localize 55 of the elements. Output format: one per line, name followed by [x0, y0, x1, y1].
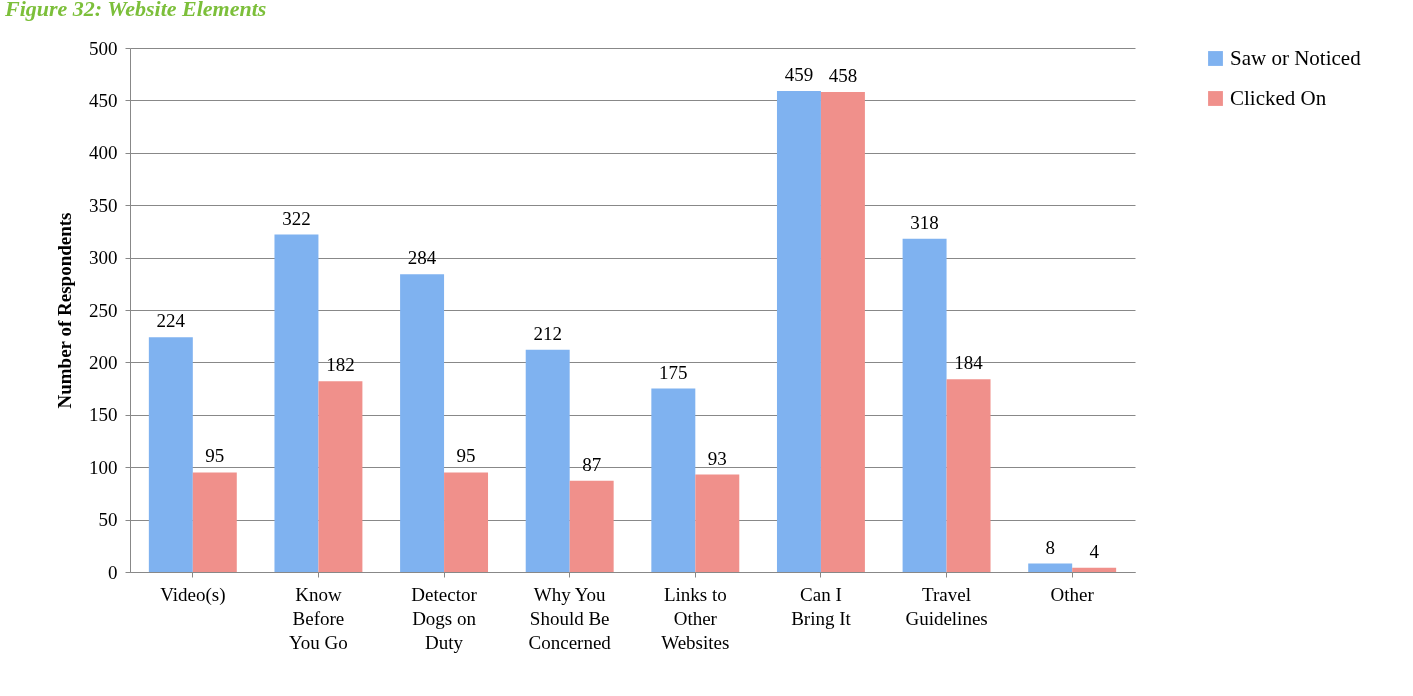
bar: [444, 472, 489, 572]
y-tick-label: 300: [89, 247, 118, 269]
x-tick-label: Travel Guidelines: [905, 583, 988, 629]
bar: [946, 379, 991, 572]
data-label: 459: [784, 63, 814, 85]
data-label: 182: [326, 354, 355, 376]
data-label: 458: [828, 65, 858, 87]
bar: [820, 92, 865, 572]
data-label: 322: [282, 207, 311, 229]
y-tick-label: 200: [89, 351, 118, 373]
data-label: 175: [659, 361, 688, 383]
chart-title: Figure 32: Website Elements: [4, 0, 267, 21]
y-tick-label: 100: [89, 456, 118, 478]
y-tick-label: 450: [89, 89, 118, 111]
data-label: 318: [910, 211, 939, 233]
x-tick-label: Know Before You Go: [289, 583, 348, 653]
y-tick-label: 0: [108, 561, 118, 583]
bar: [902, 238, 947, 572]
bar: [400, 274, 445, 572]
bar: [192, 472, 237, 572]
data-label: 8: [1045, 536, 1055, 558]
bar: [776, 90, 821, 572]
y-tick-label: 350: [89, 194, 118, 216]
bar: [318, 381, 363, 572]
bar: [148, 337, 193, 572]
bar: [525, 349, 570, 572]
data-label: 4: [1089, 540, 1100, 562]
bar: [274, 234, 319, 572]
y-tick-label: 50: [98, 509, 118, 531]
bar: [695, 474, 740, 572]
data-label: 284: [407, 247, 437, 269]
data-label: 93: [707, 447, 727, 469]
y-tick-label: 400: [89, 142, 118, 164]
x-tick-label: Other: [1050, 583, 1095, 605]
y-tick-label: 500: [89, 37, 118, 59]
bar: [1028, 563, 1073, 572]
data-label: 87: [582, 453, 602, 475]
data-label: 184: [954, 352, 984, 374]
legend-label: Clicked On: [1230, 85, 1327, 110]
legend-label: Saw or Noticed: [1230, 45, 1362, 70]
data-label: 224: [156, 310, 186, 332]
bar: [569, 480, 614, 572]
x-tick-label: Can I Bring It: [791, 583, 852, 629]
x-tick-label: Links to Other Websites: [661, 583, 730, 653]
data-label: 95: [205, 445, 225, 467]
data-label: 212: [533, 322, 562, 344]
y-tick-label: 150: [89, 404, 118, 426]
bar: [1072, 567, 1117, 572]
x-tick-label: Detector Dogs on Duty: [411, 583, 478, 653]
y-axis-title: Number of Respondents: [54, 212, 75, 409]
data-label: 95: [456, 445, 476, 467]
x-tick-label: Why You Should Be Concerned: [528, 583, 612, 653]
x-tick-label: Video(s): [160, 583, 226, 606]
bar: [651, 388, 696, 572]
y-tick-label: 250: [89, 299, 118, 321]
